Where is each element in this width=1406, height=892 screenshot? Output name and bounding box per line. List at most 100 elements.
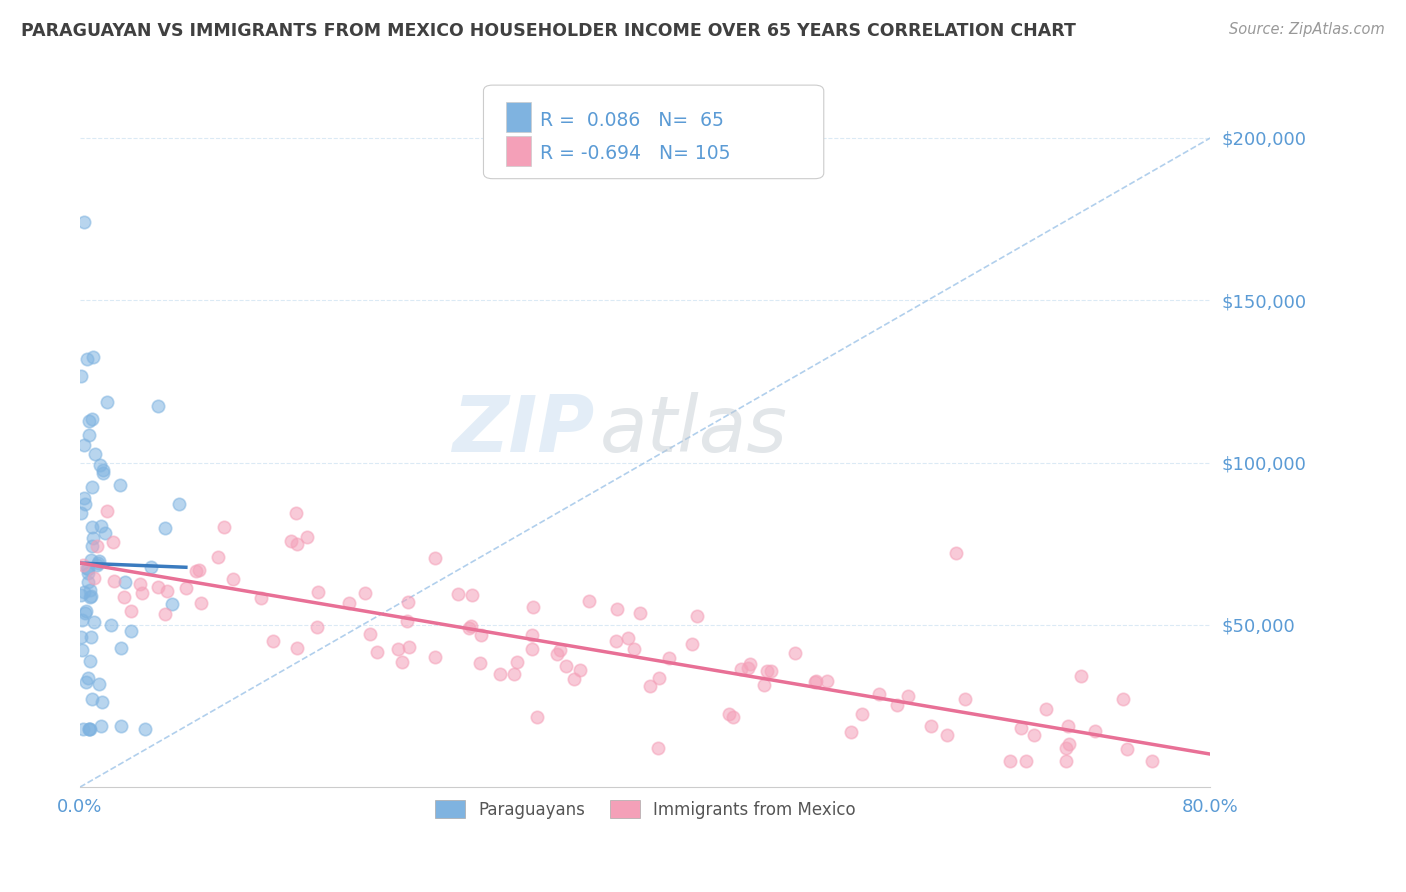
Point	[80, 412, 103, 426]
Point	[103, 574, 125, 588]
Point	[77, 671, 100, 685]
Point	[82, 520, 104, 534]
Point	[886, 698, 908, 712]
Point	[212, 520, 235, 534]
Point	[72, 722, 94, 736]
Point	[506, 655, 529, 669]
Point	[156, 584, 179, 599]
Point	[1010, 721, 1032, 735]
Point	[128, 577, 150, 591]
Point	[82, 350, 104, 364]
Point	[752, 677, 775, 691]
Point	[112, 590, 135, 604]
Point	[470, 628, 492, 642]
Point	[526, 709, 548, 723]
Point	[785, 646, 807, 660]
Point	[628, 606, 651, 620]
Point	[79, 654, 101, 668]
Point	[72, 558, 94, 572]
Point	[146, 399, 169, 413]
Point	[280, 533, 302, 548]
Point	[738, 657, 761, 671]
Point	[569, 663, 592, 677]
Point	[522, 599, 544, 614]
Point	[73, 491, 96, 505]
Point	[87, 554, 110, 568]
Point	[953, 692, 976, 706]
Point	[70, 643, 93, 657]
Point	[730, 661, 752, 675]
Point	[90, 718, 112, 732]
Point	[461, 589, 484, 603]
Point	[998, 754, 1021, 768]
Point	[70, 506, 93, 520]
Point	[1014, 754, 1036, 768]
Point	[207, 550, 229, 565]
Point	[160, 597, 183, 611]
Point	[90, 519, 112, 533]
Point	[101, 535, 124, 549]
Point	[307, 585, 329, 599]
Legend: Paraguayans, Immigrants from Mexico: Paraguayans, Immigrants from Mexico	[427, 794, 862, 825]
Point	[717, 706, 740, 721]
Point	[851, 706, 873, 721]
Point	[936, 728, 959, 742]
Point	[73, 438, 96, 452]
Point	[425, 650, 447, 665]
Point	[447, 587, 470, 601]
Point	[1057, 737, 1080, 751]
Point	[93, 526, 115, 541]
Point	[1054, 741, 1077, 756]
Point	[148, 580, 170, 594]
Bar	[506, 103, 531, 132]
Point	[804, 674, 827, 689]
Point	[73, 585, 96, 599]
Point	[522, 642, 544, 657]
Point	[90, 695, 112, 709]
Point	[120, 624, 142, 639]
Point	[648, 671, 671, 685]
Point	[1142, 754, 1164, 768]
Point	[79, 590, 101, 604]
Point	[686, 609, 709, 624]
Point	[70, 588, 93, 602]
Point	[86, 558, 108, 572]
Point	[75, 607, 97, 621]
Point	[548, 643, 571, 657]
Point	[759, 664, 782, 678]
Text: PARAGUAYAN VS IMMIGRANTS FROM MEXICO HOUSEHOLDER INCOME OVER 65 YEARS CORRELATIO: PARAGUAYAN VS IMMIGRANTS FROM MEXICO HOU…	[21, 22, 1076, 40]
Point	[1022, 729, 1045, 743]
Point	[77, 722, 100, 736]
Point	[520, 627, 543, 641]
Point	[110, 719, 132, 733]
Point	[114, 575, 136, 590]
Point	[1035, 701, 1057, 715]
Point	[79, 630, 101, 644]
Point	[737, 661, 759, 675]
Point	[262, 634, 284, 648]
Text: atlas: atlas	[600, 392, 787, 468]
Point	[100, 618, 122, 632]
Point	[396, 595, 419, 609]
Point	[80, 552, 103, 566]
Point	[184, 564, 207, 578]
Point	[756, 664, 779, 678]
Point	[190, 596, 212, 610]
Point	[391, 656, 413, 670]
Point	[153, 521, 176, 535]
Point	[1070, 669, 1092, 683]
Point	[82, 539, 104, 553]
Point	[804, 673, 827, 688]
Point	[555, 659, 578, 673]
Point	[920, 719, 942, 733]
Point	[222, 572, 245, 586]
Point	[134, 722, 156, 736]
Point	[817, 674, 839, 689]
Text: Source: ZipAtlas.com: Source: ZipAtlas.com	[1229, 22, 1385, 37]
Point	[285, 537, 308, 551]
Point	[658, 651, 681, 665]
Point	[70, 368, 93, 383]
Point	[76, 561, 98, 575]
Text: R = -0.694   N= 105: R = -0.694 N= 105	[540, 145, 731, 163]
Point	[80, 480, 103, 494]
